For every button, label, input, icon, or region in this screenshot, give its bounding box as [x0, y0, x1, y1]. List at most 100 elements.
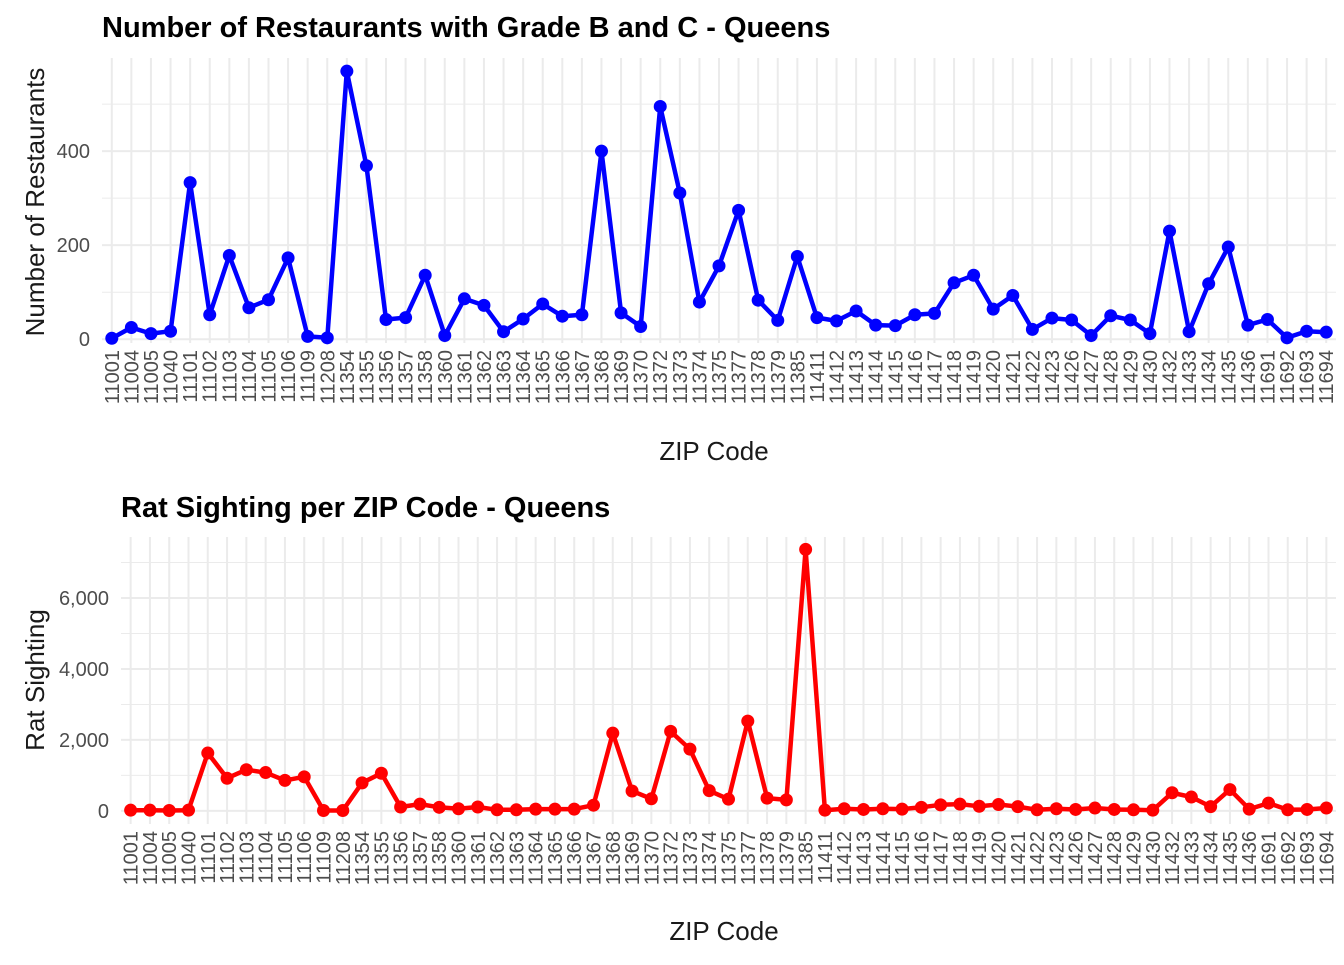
x-tick-label: 11433 — [1181, 831, 1203, 885]
x-tick-label: 11364 — [513, 350, 535, 404]
data-point — [1204, 800, 1218, 814]
data-point — [1163, 224, 1177, 238]
data-point — [771, 313, 785, 327]
x-tick-label: 11411 — [807, 350, 829, 403]
x-tick-label: 11419 — [964, 350, 986, 404]
x-tick-label: 11357 — [410, 831, 432, 885]
x-tick-label: 11379 — [768, 350, 790, 404]
data-point — [1319, 801, 1333, 815]
x-tick-label: 11373 — [680, 831, 702, 885]
data-point — [259, 766, 273, 780]
x-tick-label: 11375 — [719, 831, 741, 885]
data-point — [432, 800, 446, 814]
x-tick-label: 11692 — [1278, 831, 1300, 885]
data-point — [587, 798, 600, 812]
x-tick-label: 11429 — [1120, 350, 1142, 404]
x-tick-label: 11414 — [873, 831, 895, 885]
y-tick-label: 400 — [57, 141, 90, 163]
x-tick-label: 11435 — [1220, 831, 1242, 885]
x-tick-label: 11005 — [141, 350, 163, 404]
x-tick-label: 11427 — [1081, 350, 1103, 404]
y-axis-title: Number of Restaurants — [20, 68, 50, 337]
data-point — [418, 268, 432, 282]
data-point — [452, 802, 465, 816]
x-tick-label: 11368 — [591, 350, 613, 404]
data-point — [355, 776, 369, 790]
data-point — [967, 268, 981, 282]
x-tick-label: 11420 — [989, 831, 1011, 885]
data-point — [548, 802, 562, 816]
grid — [102, 58, 1336, 343]
data-point — [779, 793, 793, 807]
x-tick-label: 11436 — [1239, 831, 1261, 885]
data-point — [1280, 331, 1294, 345]
x-tick-label: 11361 — [454, 350, 476, 404]
chart-title: Rat Sighting per ZIP Code - Queens — [121, 492, 610, 524]
data-point — [490, 803, 504, 817]
data-point — [683, 742, 697, 756]
data-point — [914, 800, 928, 814]
data-point — [529, 802, 543, 816]
data-point — [1202, 277, 1216, 291]
data-point — [594, 144, 608, 158]
x-tick-label: 11370 — [631, 350, 653, 404]
x-tick-label: 11378 — [748, 350, 770, 404]
x-tick-label: 11103 — [236, 831, 258, 884]
x-tick-label: 11430 — [1143, 831, 1165, 885]
data-point — [895, 802, 909, 816]
data-point — [105, 331, 119, 345]
data-point — [692, 295, 706, 309]
x-tick-label: 11109 — [298, 350, 320, 403]
data-point — [1223, 783, 1237, 797]
x-tick-label: 11354 — [337, 350, 359, 404]
data-point — [986, 302, 1000, 316]
x-tick-label: 11355 — [371, 831, 393, 885]
x-tick-label: 11357 — [396, 350, 418, 404]
data-point — [497, 325, 511, 339]
data-point — [799, 542, 813, 556]
x-tick-label: 11105 — [275, 831, 297, 884]
data-point — [278, 773, 292, 787]
x-tick-label: 11369 — [611, 350, 633, 404]
x-tick-label: 11363 — [494, 350, 516, 404]
x-tick-label: 11415 — [892, 831, 914, 885]
data-point — [201, 746, 215, 760]
x-tick-label: 11430 — [1140, 350, 1162, 404]
x-tick-label: 11001 — [121, 831, 143, 885]
x-tick-label: 11361 — [468, 831, 490, 885]
data-point — [1165, 786, 1179, 800]
x-tick-label: 11367 — [584, 831, 606, 885]
x-axis-title: ZIP Code — [659, 436, 768, 466]
x-tick-label: 11378 — [757, 831, 779, 885]
data-point — [183, 176, 197, 190]
x-tick-label: 11421 — [1008, 831, 1030, 885]
x-tick-label: 11356 — [391, 831, 413, 885]
x-tick-label: 11436 — [1238, 350, 1260, 404]
data-point — [379, 312, 393, 326]
data-point — [516, 312, 530, 326]
data-point — [1242, 802, 1256, 816]
data-point — [509, 803, 523, 817]
x-tick-label: 11360 — [435, 350, 457, 404]
x-tick-label: 11373 — [670, 350, 692, 404]
data-point — [751, 293, 765, 307]
x-tick-label: 11379 — [776, 831, 798, 885]
x-tick-label: 11416 — [911, 831, 933, 885]
data-point — [1049, 802, 1063, 816]
x-tick-label: 11418 — [944, 350, 966, 404]
data-point — [394, 800, 408, 814]
x-tick-label: 11106 — [294, 831, 316, 884]
data-point — [634, 320, 648, 334]
data-point — [399, 311, 413, 325]
data-point — [1065, 313, 1079, 327]
data-point — [1127, 803, 1140, 817]
x-axis-title: ZIP Code — [669, 916, 778, 946]
x-tick-label: 11422 — [1027, 831, 1049, 885]
x-tick-label: 11360 — [449, 831, 471, 885]
data-point — [857, 802, 870, 816]
chart-title: Number of Restaurants with Grade B and C… — [102, 12, 830, 44]
x-tick-label: 11374 — [699, 831, 721, 885]
data-point — [555, 309, 569, 323]
data-point — [144, 327, 158, 341]
data-point — [301, 329, 315, 343]
